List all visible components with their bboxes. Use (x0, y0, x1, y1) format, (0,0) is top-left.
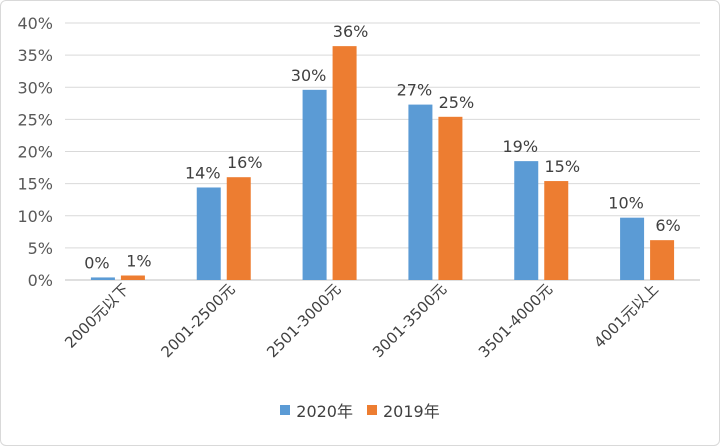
x-category-label: 2000元以下 (61, 280, 133, 352)
data-label: 36% (333, 22, 369, 41)
y-tick-label: 15% (17, 175, 53, 194)
bar (650, 240, 675, 280)
bar (226, 177, 251, 280)
y-tick-label: 10% (17, 207, 53, 226)
y-tick-label: 25% (17, 110, 53, 129)
x-category-label: 2501-3000元 (263, 280, 344, 361)
y-tick-label: 40% (17, 14, 53, 33)
data-label: 27% (397, 81, 433, 100)
bars (90, 46, 675, 281)
bar (514, 161, 539, 280)
gridlines (65, 22, 700, 281)
legend-item-2019: 2019年 (367, 398, 440, 422)
legend-swatch-2020 (280, 405, 291, 415)
bar (438, 116, 463, 281)
data-label: 19% (502, 137, 538, 156)
bar (120, 275, 145, 280)
legend-swatch-2019 (367, 405, 377, 415)
data-label: 14% (185, 163, 221, 182)
x-category-label: 2001-2500元 (157, 280, 238, 361)
bar (302, 89, 327, 280)
y-tick-label: 20% (17, 143, 53, 162)
data-labels: 0% 1% 14% 16% 30% 36% 27% 25% 19% 15% 10% 6% (84, 22, 681, 272)
legend-item-2020: 2020年 (280, 398, 353, 422)
data-label: 10% (608, 194, 644, 213)
legend: 2020年 2019年 (0, 398, 720, 422)
data-label: 1% (126, 252, 151, 271)
data-label: 15% (544, 157, 580, 176)
y-tick-label: 30% (17, 78, 53, 97)
bar (332, 46, 357, 280)
bar (544, 181, 569, 280)
bar (196, 187, 221, 280)
data-label: 6% (655, 216, 680, 235)
legend-label-2020: 2020年 (296, 402, 353, 421)
data-label: 0% (84, 253, 109, 272)
bar (408, 104, 433, 280)
data-label: 25% (439, 93, 475, 112)
y-tick-label: 5% (28, 239, 53, 258)
x-axis-categories: 2000元以下 2001-2500元 2501-3000元 3001-3500元 350… (61, 280, 662, 361)
bar (90, 277, 115, 280)
x-category-label: 4001元以上 (590, 280, 662, 352)
y-axis-ticks: 0% 5% 10% 15% 20% 25% 30% 35% 40% (17, 14, 53, 290)
x-category-label: 3001-3500元 (369, 280, 450, 361)
bar (620, 217, 645, 280)
data-label: 30% (291, 66, 327, 85)
legend-label-2019: 2019年 (383, 402, 440, 421)
y-tick-label: 0% (28, 271, 53, 290)
x-category-label: 3501-4000元 (475, 280, 556, 361)
data-label: 16% (227, 153, 263, 172)
y-tick-label: 35% (17, 46, 53, 65)
